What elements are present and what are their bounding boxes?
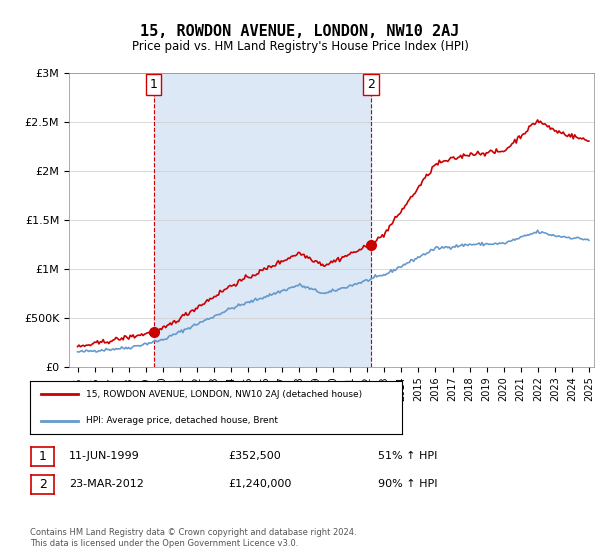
Text: 2: 2 (367, 78, 375, 91)
Text: Price paid vs. HM Land Registry's House Price Index (HPI): Price paid vs. HM Land Registry's House … (131, 40, 469, 53)
Text: 15, ROWDON AVENUE, LONDON, NW10 2AJ (detached house): 15, ROWDON AVENUE, LONDON, NW10 2AJ (det… (86, 390, 362, 399)
Text: 23-MAR-2012: 23-MAR-2012 (69, 479, 144, 489)
Text: HPI: Average price, detached house, Brent: HPI: Average price, detached house, Bren… (86, 416, 278, 425)
Bar (154, 73, 371, 367)
Text: 51% ↑ HPI: 51% ↑ HPI (378, 451, 437, 461)
Text: 1: 1 (38, 450, 47, 463)
Text: 90% ↑ HPI: 90% ↑ HPI (378, 479, 437, 489)
Text: 2: 2 (38, 478, 47, 491)
Text: Contains HM Land Registry data © Crown copyright and database right 2024.
This d: Contains HM Land Registry data © Crown c… (30, 528, 356, 548)
Text: 11-JUN-1999: 11-JUN-1999 (69, 451, 140, 461)
Text: £352,500: £352,500 (228, 451, 281, 461)
Text: 15, ROWDON AVENUE, LONDON, NW10 2AJ: 15, ROWDON AVENUE, LONDON, NW10 2AJ (140, 24, 460, 39)
Text: £1,240,000: £1,240,000 (228, 479, 292, 489)
Text: 1: 1 (149, 78, 157, 91)
